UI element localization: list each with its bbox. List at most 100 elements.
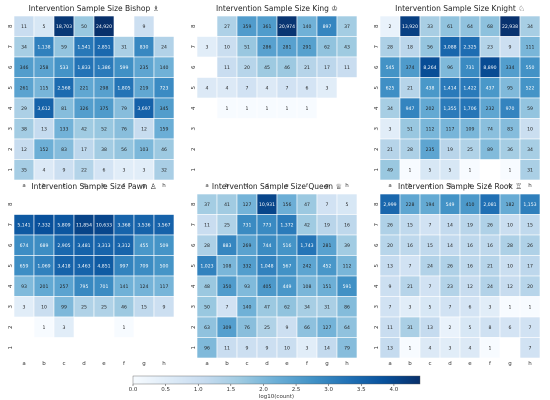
colorbar-tick-label: 4.0: [390, 387, 399, 393]
y-tick-label: 6: [191, 243, 197, 247]
cell-value-label: 1: [509, 167, 512, 173]
y-tick-label: 5: [374, 86, 380, 90]
cell-value-label: 3: [123, 167, 126, 173]
x-tick-label: e: [102, 183, 106, 189]
y-tick-label: 5: [8, 86, 14, 90]
cell-value-label: 21: [407, 85, 413, 91]
cell-value-label: 1: [266, 106, 269, 112]
heatmap-panel-5: Intervention Sample Size Rook ♖2,999 228 1…: [374, 182, 541, 367]
cell-value-label: 731: [243, 222, 252, 228]
cell-value-label: 108: [223, 263, 232, 269]
cell-value-label: 25: [81, 304, 87, 310]
cell-value-label: 17: [527, 263, 533, 269]
cell-value-label: 12: [507, 284, 513, 290]
cell-value-label: 9: [163, 304, 166, 310]
cell-value-label: 11: [21, 24, 27, 30]
heatmap-cell: [519, 159, 541, 181]
cell-value-label: 141: [120, 284, 129, 290]
x-tick-label: c: [245, 183, 248, 189]
cell-value-label: 455: [140, 243, 149, 249]
cell-value-label: 2,851: [97, 44, 110, 50]
x-tick-label: c: [245, 361, 248, 367]
heatmap-cell: [519, 337, 541, 359]
cell-value-label: 674: [20, 243, 29, 249]
x-tick-label: d: [265, 361, 269, 367]
cell-value-label: 591: [343, 284, 352, 290]
x-tick-label: f: [306, 361, 309, 367]
x-tick-label: e: [468, 361, 472, 367]
cell-value-label: 16: [407, 243, 413, 249]
cell-value-label: 1,372: [280, 222, 293, 228]
y-tick-label: 3: [8, 127, 14, 131]
cell-value-label: 625: [386, 85, 395, 91]
cell-value-label: 334: [506, 65, 515, 71]
x-tick-label: a: [205, 361, 208, 367]
cell-value-label: 2,999: [383, 202, 396, 208]
cell-value-label: 3,088: [443, 44, 456, 50]
cell-value-label: 42: [304, 222, 310, 228]
cell-value-label: 6: [306, 85, 309, 91]
cell-value-label: 52: [101, 126, 107, 132]
cell-value-label: 86: [344, 304, 350, 310]
cell-value-label: 74: [487, 126, 493, 132]
x-tick-label: h: [345, 361, 349, 367]
cell-value-label: 1,069: [37, 263, 50, 269]
cell-value-label: 8: [489, 325, 492, 331]
cell-value-label: 689: [40, 243, 49, 249]
y-tick-label: 6: [374, 243, 380, 247]
cell-value-label: 48: [204, 284, 210, 290]
x-tick-label: g: [325, 361, 329, 367]
cell-value-label: 3: [389, 126, 392, 132]
cell-value-label: 24,920: [96, 24, 112, 30]
cell-value-label: 4: [266, 85, 269, 91]
cell-value-label: 2,081: [483, 202, 496, 208]
cell-value-label: 64: [344, 325, 350, 331]
heatmap-panel-1: Intervention Sample Size King ♔27 359 361 2…: [191, 4, 358, 189]
cell-value-label: 437: [486, 85, 495, 91]
cell-value-label: 7: [326, 202, 329, 208]
cell-value-label: 9: [63, 167, 66, 173]
cell-value-label: 830: [140, 44, 149, 50]
cell-value-label: 103: [140, 147, 149, 153]
x-tick-label: f: [123, 361, 126, 367]
y-tick-label: 7: [191, 45, 197, 49]
cell-value-label: 897: [323, 24, 332, 30]
cell-value-label: 182: [506, 202, 515, 208]
cell-value-label: 38: [21, 126, 27, 132]
cell-value-label: 15: [427, 243, 433, 249]
y-tick-label: 7: [191, 223, 197, 227]
cell-value-label: 1: [306, 106, 309, 112]
cell-value-label: 4: [226, 85, 229, 91]
cell-value-label: 6: [469, 304, 472, 310]
cell-value-label: 3,313: [97, 243, 110, 249]
cell-value-label: 20: [244, 65, 250, 71]
cell-value-label: 5: [346, 202, 349, 208]
cell-value-label: 10: [507, 222, 513, 228]
cell-value-label: 31: [324, 304, 330, 310]
cell-value-label: 3,418: [57, 263, 70, 269]
x-tick-label: b: [408, 183, 412, 189]
heatmap-cell: [336, 56, 358, 78]
cell-value-label: 410: [466, 202, 475, 208]
y-tick-label: 6: [8, 65, 14, 69]
cell-value-label: 1: [123, 325, 126, 331]
cell-value-label: 11: [204, 222, 210, 228]
cell-value-label: 13,920: [402, 24, 418, 30]
heatmap-cell: [153, 296, 175, 318]
cell-value-label: 99: [61, 304, 67, 310]
cell-value-label: 1,138: [37, 44, 50, 50]
cell-value-label: 4: [43, 167, 46, 173]
cell-value-label: 25: [264, 325, 270, 331]
cell-value-label: 3,463: [77, 263, 90, 269]
cell-value-label: 12: [21, 147, 27, 153]
cell-value-label: 3: [23, 304, 26, 310]
cell-value-label: 140: [303, 24, 312, 30]
cell-value-label: 3: [306, 345, 309, 351]
cell-value-label: 18,703: [56, 24, 72, 30]
cell-value-label: 21: [487, 263, 493, 269]
y-tick-label: 1: [374, 346, 380, 350]
cell-value-label: 1,833: [77, 65, 90, 71]
cell-value-label: 1,805: [117, 85, 130, 91]
cell-value-label: 449: [283, 284, 292, 290]
x-tick-label: h: [162, 183, 166, 189]
